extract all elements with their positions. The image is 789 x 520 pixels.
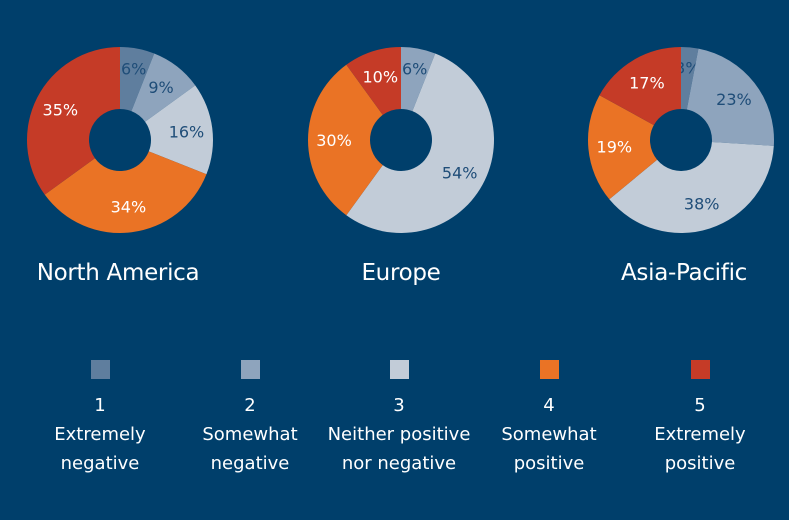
legend-label-2: Somewhat negative — [202, 424, 298, 474]
asia-pacific-slice-1 — [681, 47, 699, 110]
europe-slice-4 — [308, 64, 383, 216]
asia-pacific-slice-5 — [599, 47, 681, 126]
north-america-slice-2 — [131, 53, 196, 122]
north-america-label-1: 6% — [121, 59, 146, 78]
legend-item-2: 2 Somewhat negative — [175, 360, 325, 478]
north-america-label-5: 35% — [43, 101, 79, 120]
asia-pacific-label-3: 38% — [684, 195, 720, 214]
legend-item-1: 1 Extremely negative — [25, 360, 175, 478]
north-america-slice-5 — [27, 47, 121, 195]
legend-label-1: Extremely negative — [54, 424, 146, 474]
europe-title: Europe — [361, 260, 441, 286]
legend-num-5: 5 — [694, 395, 706, 416]
legend-label-5: Extremely positive — [654, 424, 746, 474]
asia-pacific-label-4: 19% — [597, 137, 633, 156]
north-america-label-3: 16% — [169, 123, 205, 142]
legend-num-4: 4 — [543, 395, 555, 416]
legend-label-3: Neither positive nor negative — [327, 424, 471, 474]
legend-swatch-3 — [389, 360, 409, 379]
legend-swatch-1 — [90, 360, 110, 379]
north-america-label-2: 9% — [148, 78, 173, 97]
legend-item-4: 4 Somewhat positive — [474, 360, 624, 478]
legend-swatch-5 — [690, 360, 710, 379]
europe-label-4: 30% — [316, 131, 352, 150]
north-america-slice-1 — [120, 47, 155, 112]
asia-pacific-title: Asia-Pacific — [621, 260, 747, 286]
asia-pacific-slice-4 — [588, 95, 658, 200]
legend-item-3: 3 Neither positive nor negative — [324, 360, 474, 478]
north-america-title: North America — [36, 260, 200, 286]
north-america-slice-3 — [145, 85, 214, 175]
legend-num-1: 1 — [94, 395, 106, 416]
legend-label-4: Somewhat positive — [501, 424, 597, 474]
europe-label-2: 6% — [402, 59, 427, 78]
legend-num-2: 2 — [244, 395, 256, 416]
legend-num-3: 3 — [393, 395, 405, 416]
north-america-label-4: 34% — [111, 197, 147, 216]
europe-label-5: 10% — [363, 67, 399, 86]
asia-pacific-label-2: 23% — [716, 90, 752, 109]
europe-slice-2 — [401, 47, 436, 112]
legend-swatch-4 — [539, 360, 559, 379]
europe-slice-5 — [346, 47, 401, 115]
asia-pacific-slice-2 — [686, 48, 774, 146]
asia-pacific-label-5: 17% — [629, 73, 665, 92]
legend-item-5: 5 Extremely positive — [625, 360, 775, 478]
europe-label-3: 54% — [442, 163, 478, 182]
asia-pacific-slice-3 — [609, 141, 774, 233]
legend-swatch-2 — [240, 360, 260, 379]
north-america-slice-4 — [44, 151, 207, 234]
europe-slice-3 — [346, 53, 494, 234]
